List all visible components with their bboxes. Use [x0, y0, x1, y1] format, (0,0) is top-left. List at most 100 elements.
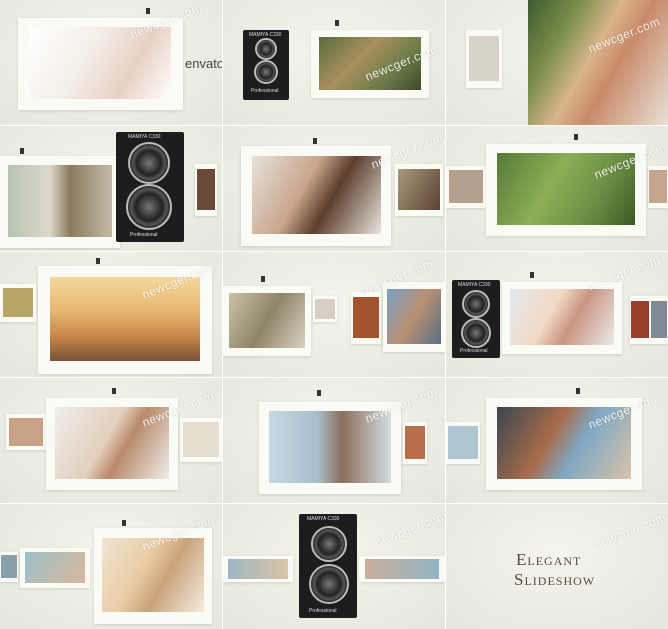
title-line-1: Elegant [516, 550, 582, 569]
photo-frame [20, 548, 90, 588]
camera-brand: MAMIYA C330 [249, 32, 282, 38]
photo [649, 170, 667, 203]
photo [102, 537, 204, 613]
photo-frame [486, 398, 642, 490]
photo-frame [395, 164, 443, 216]
photo-frame [0, 552, 18, 582]
camera-lens-bottom [126, 184, 172, 230]
photo-frame [241, 146, 391, 246]
photo-frame [486, 144, 646, 236]
camera-lens-bottom [309, 564, 349, 604]
camera: MAMIYA C330 Professional [243, 30, 293, 120]
photo [631, 300, 649, 339]
frame-7: newcger.com [0, 252, 222, 377]
frame-14: MAMIYA C330 Professional newcger.com [223, 504, 445, 629]
photo [8, 417, 44, 446]
photo-frame [446, 422, 480, 464]
photo [448, 426, 478, 459]
photo-frame [46, 398, 178, 490]
hanging-pin [574, 134, 578, 140]
frame-3: newcger.com [446, 0, 668, 125]
photo-frame [0, 156, 120, 248]
camera-lens-top [128, 142, 170, 184]
photo-frame [466, 30, 502, 88]
hanging-pin [530, 272, 534, 278]
camera-lens-top [462, 290, 490, 318]
photo-frame [359, 556, 445, 582]
photo [468, 35, 500, 82]
frame-9: MAMIYA C330 Professional newcger.com [446, 252, 668, 377]
watermark: newcger.com [373, 508, 445, 550]
photo [314, 298, 336, 319]
hanging-pin [335, 20, 339, 26]
camera: MAMIYA C330 Professional [293, 512, 363, 629]
hanging-pin [261, 276, 265, 282]
frame-15: Elegant Slideshow newcger.com [446, 504, 668, 629]
photo [50, 276, 200, 362]
watermark: newcger.com [592, 510, 668, 552]
photo [251, 156, 381, 234]
photo [448, 170, 484, 203]
photo-frame [311, 30, 429, 98]
photo [196, 169, 216, 210]
photo [365, 558, 439, 579]
camera-badge: Professional [309, 608, 337, 614]
hanging-pin [576, 388, 580, 394]
frame-1: envato newcger.com [0, 0, 222, 125]
camera-lens-top [255, 38, 277, 60]
hanging-pin [146, 8, 150, 14]
photo [497, 153, 635, 225]
camera-brand: MAMIYA C330 [128, 134, 161, 140]
frame-11: newcger.com [223, 378, 445, 503]
frame-5: newcger.com [223, 126, 445, 251]
frame-12: newcger.com [446, 378, 668, 503]
photo [353, 297, 379, 338]
camera-badge: Professional [130, 232, 158, 238]
photo-frame [94, 528, 212, 624]
closeup-photo [528, 0, 668, 125]
frame-6: newcger.com [446, 126, 668, 251]
photo [182, 422, 220, 457]
photo [496, 407, 632, 479]
photo-frame [38, 266, 212, 374]
title-line-2: Slideshow [514, 570, 596, 589]
photo [510, 289, 614, 346]
camera-lens-top [311, 526, 347, 562]
photo [2, 287, 34, 318]
camera-badge: Professional [460, 348, 488, 354]
photo [55, 407, 169, 479]
photo-frame [223, 556, 293, 582]
photo-frame [259, 402, 401, 494]
photo-frame [648, 166, 668, 208]
photo-frame [502, 282, 622, 354]
photo-frame [18, 18, 183, 110]
photo [651, 300, 667, 339]
camera: MAMIYA C330 Professional [450, 278, 506, 374]
frame-13: newcger.com [0, 504, 222, 629]
photo-frame [351, 292, 381, 344]
photo-frame [403, 422, 427, 464]
photo [1, 555, 17, 579]
photo-frame [446, 166, 486, 208]
photo [229, 293, 305, 348]
photo-frame [195, 164, 217, 216]
camera-lens-bottom [254, 60, 278, 84]
photo [24, 552, 86, 584]
photo-frame [383, 282, 445, 352]
photo [398, 169, 440, 210]
camera-brand: MAMIYA C330 [307, 516, 340, 522]
frame-10: newcger.com [0, 378, 222, 503]
frame-8: newcger.com [223, 252, 445, 377]
camera: MAMIYA C330 Professional [104, 128, 196, 250]
photo-frame [6, 414, 46, 450]
hanging-pin [122, 520, 126, 526]
photo-frame [650, 296, 668, 344]
frame-2: MAMIYA C330 Professional newcger.com [223, 0, 445, 125]
frame-4: MAMIYA C330 Professional [0, 126, 222, 251]
hanging-pin [20, 148, 24, 154]
camera-brand: MAMIYA C330 [458, 282, 491, 288]
photo-frame [223, 286, 311, 356]
photo [268, 411, 392, 483]
photo [319, 36, 421, 90]
